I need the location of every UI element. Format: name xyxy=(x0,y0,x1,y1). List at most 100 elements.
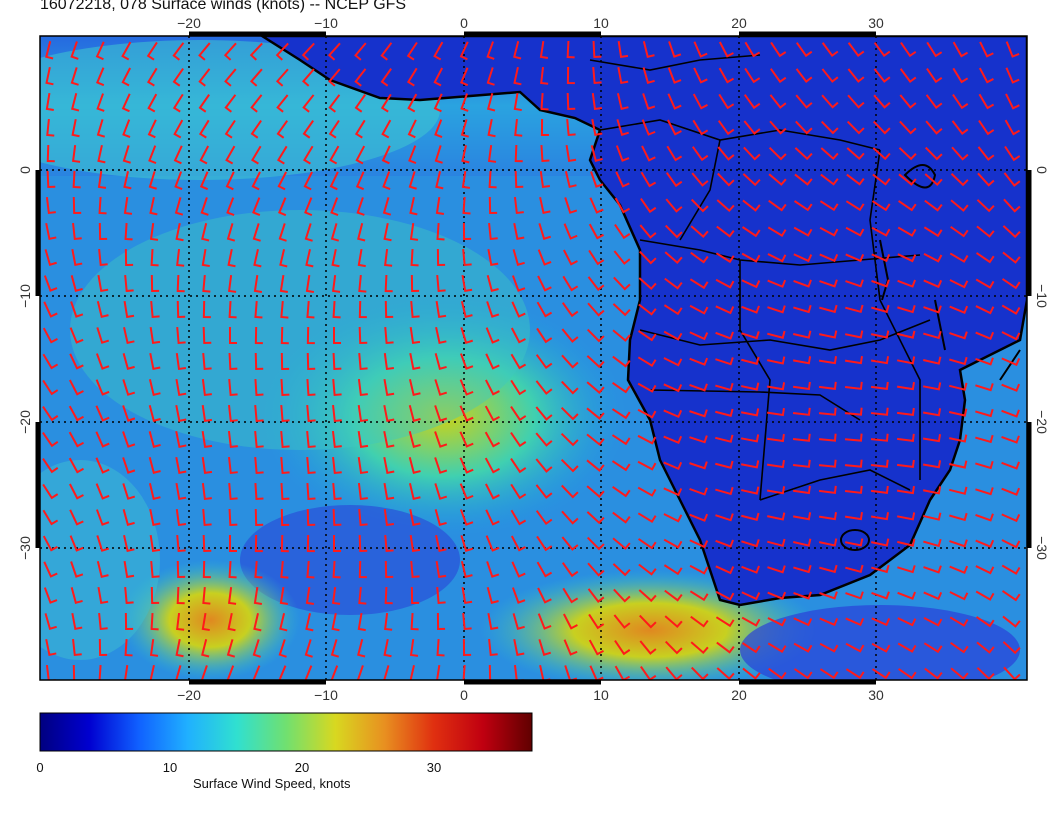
wind-barb xyxy=(249,42,263,61)
wind-barb xyxy=(587,276,605,291)
wind-barb xyxy=(975,487,994,496)
wind-barb xyxy=(486,41,495,60)
wind-barb xyxy=(535,458,553,473)
wind-barb xyxy=(354,68,367,87)
wind-barb xyxy=(435,664,445,680)
wind-barb xyxy=(227,612,236,632)
wind-barb xyxy=(486,67,495,86)
wind-barb xyxy=(716,199,735,213)
wind-barb xyxy=(435,171,444,190)
wind-barb xyxy=(383,430,395,449)
wind-barb xyxy=(741,331,760,340)
wind-barb xyxy=(250,120,262,139)
wind-barb xyxy=(615,145,630,162)
wind-barb xyxy=(176,586,185,605)
wind-barb xyxy=(717,146,735,161)
wind-barb xyxy=(149,508,161,527)
wind-barb xyxy=(792,356,812,365)
wind-barb xyxy=(201,456,213,475)
wind-barb xyxy=(408,171,417,190)
wind-barb xyxy=(172,42,185,61)
wind-barb xyxy=(358,300,367,319)
wind-barb xyxy=(689,278,709,290)
lon-labels-top: −20 −10 0 10 20 30 xyxy=(177,15,884,31)
wind-barb xyxy=(434,405,448,422)
wind-barb xyxy=(434,379,448,396)
wind-barb xyxy=(742,667,761,680)
lon-label-top: −10 xyxy=(314,15,338,31)
wind-barb xyxy=(461,145,470,164)
wind-barb xyxy=(741,305,760,314)
lon-label-top: −20 xyxy=(177,15,201,31)
wind-barb xyxy=(226,639,236,658)
wind-barb xyxy=(306,482,316,501)
wind-barb xyxy=(845,591,864,600)
wind-barb xyxy=(228,482,238,501)
wind-barb xyxy=(201,223,210,242)
wind-barb xyxy=(488,222,498,241)
wind-barb xyxy=(663,564,683,576)
lat-labels-right: 0 −10 −20 −30 xyxy=(1034,166,1050,560)
wind-barb xyxy=(485,535,500,552)
wind-barb xyxy=(792,407,811,416)
wind-barb xyxy=(949,305,969,314)
wind-barb xyxy=(202,560,211,579)
wind-barb xyxy=(253,586,263,605)
wind-barb xyxy=(356,665,365,680)
wind-barb xyxy=(767,591,787,600)
wind-barb xyxy=(42,405,59,422)
wind-barb xyxy=(923,538,942,548)
lon-label-bottom: 10 xyxy=(593,687,609,703)
wind-barb xyxy=(46,144,55,163)
wind-barb xyxy=(897,538,916,547)
wind-barb xyxy=(72,222,82,241)
wind-barb xyxy=(380,68,392,87)
wind-barb xyxy=(897,279,916,288)
lesotho xyxy=(840,529,870,551)
wind-barb xyxy=(715,565,735,575)
wind-barb xyxy=(924,173,943,187)
wind-barb xyxy=(766,486,786,495)
lat-label-left: −10 xyxy=(17,284,33,308)
wind-barb xyxy=(663,304,683,316)
wind-barb xyxy=(198,68,211,87)
wind-barb xyxy=(513,41,522,60)
wind-barb xyxy=(409,665,418,680)
wind-barb xyxy=(95,405,110,422)
wind-barb xyxy=(122,405,136,422)
wind-barb xyxy=(408,457,421,474)
wind-barb xyxy=(251,171,261,191)
wind-barb xyxy=(870,433,889,442)
wind-barb xyxy=(766,407,785,417)
wind-barb xyxy=(1001,357,1021,367)
wind-barb xyxy=(769,120,787,135)
wind-barb xyxy=(976,199,995,213)
wind-barb xyxy=(819,617,839,627)
wind-barb xyxy=(409,352,421,371)
wind-barb xyxy=(1001,564,1021,575)
wind-barb xyxy=(511,275,526,292)
wind-barb xyxy=(639,640,657,655)
wind-barb xyxy=(280,404,290,423)
wind-barb xyxy=(306,534,315,553)
wind-barb xyxy=(566,66,575,85)
wind-barb xyxy=(72,664,82,680)
wind-barb xyxy=(332,508,342,527)
wind-barb xyxy=(175,404,187,423)
wind-barb xyxy=(924,199,943,212)
wind-barb xyxy=(896,512,916,521)
wind-barb xyxy=(176,300,186,319)
wind-barb xyxy=(121,93,131,113)
wind-barb xyxy=(358,274,367,293)
wind-barb xyxy=(845,642,865,653)
wind-barb xyxy=(384,326,394,345)
wind-barb xyxy=(898,173,917,186)
wind-barb xyxy=(588,223,604,240)
wind-barb xyxy=(793,200,813,212)
wind-barb xyxy=(280,508,290,527)
wind-barb xyxy=(592,40,602,59)
wind-barb xyxy=(176,560,186,579)
wind-barb xyxy=(226,197,235,216)
wind-barb xyxy=(460,509,474,526)
wind-barb xyxy=(691,146,709,162)
